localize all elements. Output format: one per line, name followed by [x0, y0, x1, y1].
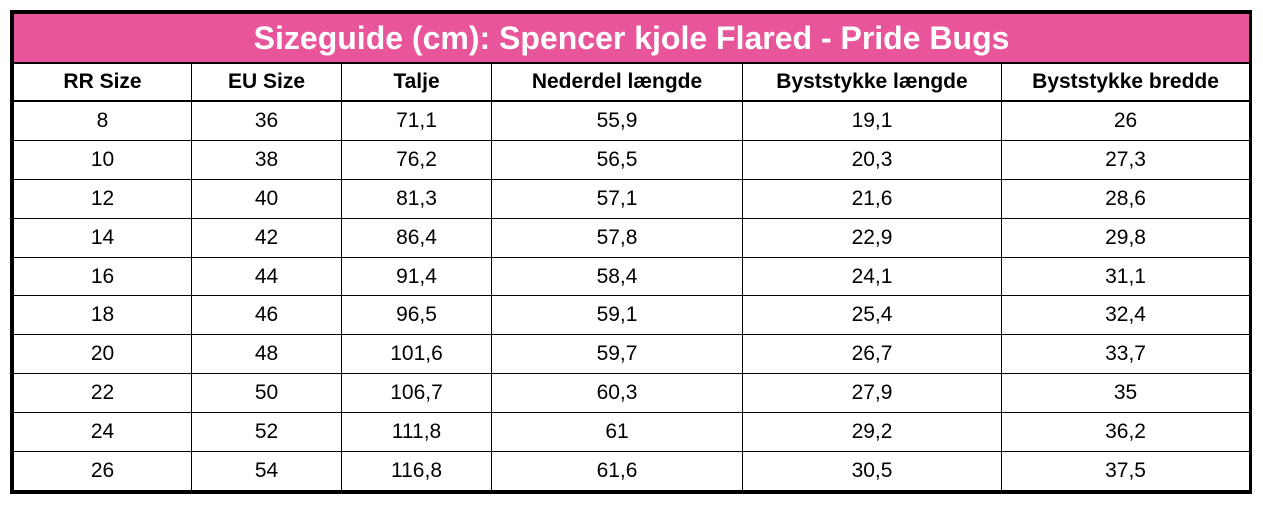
- table-row: 18 46 96,5 59,1 25,4 32,4: [13, 295, 1251, 336]
- table-cell: 54: [191, 451, 342, 491]
- column-header-byststykke-laengde: Byststykke længde: [742, 62, 1002, 102]
- column-header-rr-size: RR Size: [13, 62, 192, 102]
- table-cell: 20,3: [742, 139, 1002, 180]
- table-cell: 42: [191, 217, 342, 258]
- table-cell: 16: [13, 256, 192, 297]
- table-cell: 76,2: [341, 139, 492, 180]
- size-guide-frame: Sizeguide (cm): Spencer kjole Flared - P…: [10, 10, 1252, 494]
- table-cell: 96,5: [341, 295, 492, 336]
- table-cell: 28,6: [1000, 178, 1251, 219]
- table-cell: 26: [1000, 100, 1251, 141]
- column-header-nederdel-laengde: Nederdel længde: [491, 62, 743, 102]
- table-row: 14 42 86,4 57,8 22,9 29,8: [13, 217, 1251, 258]
- table-cell: 24,1: [742, 256, 1002, 297]
- table-cell: 30,5: [742, 451, 1002, 491]
- table-row: 8 36 71,1 55,9 19,1 26: [13, 100, 1251, 141]
- table-cell: 26,7: [742, 334, 1002, 375]
- column-header-talje: Talje: [341, 62, 492, 102]
- size-guide-table: Sizeguide (cm): Spencer kjole Flared - P…: [12, 13, 1251, 491]
- table-cell: 106,7: [341, 373, 492, 414]
- table-row: 20 48 101,6 59,7 26,7 33,7: [13, 334, 1251, 375]
- table-cell: 12: [13, 178, 192, 219]
- table-cell: 36: [191, 100, 342, 141]
- table-cell: 21,6: [742, 178, 1002, 219]
- table-cell: 61: [491, 412, 743, 453]
- table-cell: 57,1: [491, 178, 743, 219]
- table-cell: 111,8: [341, 412, 492, 453]
- table-cell: 50: [191, 373, 342, 414]
- table-row: 26 54 116,8 61,6 30,5 37,5: [13, 451, 1251, 491]
- table-cell: 60,3: [491, 373, 743, 414]
- table-cell: 14: [13, 217, 192, 258]
- table-cell: 57,8: [491, 217, 743, 258]
- table-cell: 59,1: [491, 295, 743, 336]
- table-row: 24 52 111,8 61 29,2 36,2: [13, 412, 1251, 453]
- table-cell: 116,8: [341, 451, 492, 491]
- table-row: 22 50 106,7 60,3 27,9 35: [13, 373, 1251, 414]
- header-row: RR Size EU Size Talje Nederdel længde Bystst…: [13, 62, 1251, 102]
- table-cell: 36,2: [1000, 412, 1251, 453]
- table-cell: 48: [191, 334, 342, 375]
- table-cell: 40: [191, 178, 342, 219]
- table-cell: 61,6: [491, 451, 743, 491]
- table-cell: 33,7: [1000, 334, 1251, 375]
- table-cell: 29,2: [742, 412, 1002, 453]
- table-cell: 86,4: [341, 217, 492, 258]
- table-cell: 71,1: [341, 100, 492, 141]
- table-cell: 29,8: [1000, 217, 1251, 258]
- table-cell: 46: [191, 295, 342, 336]
- table-cell: 8: [13, 100, 192, 141]
- table-cell: 44: [191, 256, 342, 297]
- table-row: 16 44 91,4 58,4 24,1 31,1: [13, 256, 1251, 297]
- table-cell: 55,9: [491, 100, 743, 141]
- table-cell: 10: [13, 139, 192, 180]
- table-row: 12 40 81,3 57,1 21,6 28,6: [13, 178, 1251, 219]
- table-cell: 37,5: [1000, 451, 1251, 491]
- column-header-byststykke-bredde: Byststykke bredde: [1000, 62, 1251, 102]
- table-cell: 22,9: [742, 217, 1002, 258]
- table-cell: 52: [191, 412, 342, 453]
- table-cell: 81,3: [341, 178, 492, 219]
- table-cell: 35: [1000, 373, 1251, 414]
- title-row: Sizeguide (cm): Spencer kjole Flared - P…: [12, 13, 1251, 64]
- table-cell: 19,1: [742, 100, 1002, 141]
- table-cell: 26: [13, 451, 192, 491]
- table-title: Sizeguide (cm): Spencer kjole Flared - P…: [12, 13, 1251, 64]
- table-cell: 18: [13, 295, 192, 336]
- table-cell: 101,6: [341, 334, 492, 375]
- table-cell: 20: [13, 334, 192, 375]
- table-cell: 58,4: [491, 256, 743, 297]
- table-cell: 27,9: [742, 373, 1002, 414]
- table-cell: 91,4: [341, 256, 492, 297]
- table-row: 10 38 76,2 56,5 20,3 27,3: [13, 139, 1251, 180]
- table-cell: 56,5: [491, 139, 743, 180]
- column-header-eu-size: EU Size: [191, 62, 342, 102]
- table-cell: 31,1: [1000, 256, 1251, 297]
- table-cell: 59,7: [491, 334, 743, 375]
- table-cell: 22: [13, 373, 192, 414]
- table-body: 8 36 71,1 55,9 19,1 26 10 38 76,2 56,5 20,3 27,3 12 4…: [13, 100, 1251, 491]
- table-cell: 27,3: [1000, 139, 1251, 180]
- table-cell: 38: [191, 139, 342, 180]
- table-cell: 24: [13, 412, 192, 453]
- table-cell: 32,4: [1000, 295, 1251, 336]
- table-cell: 25,4: [742, 295, 1002, 336]
